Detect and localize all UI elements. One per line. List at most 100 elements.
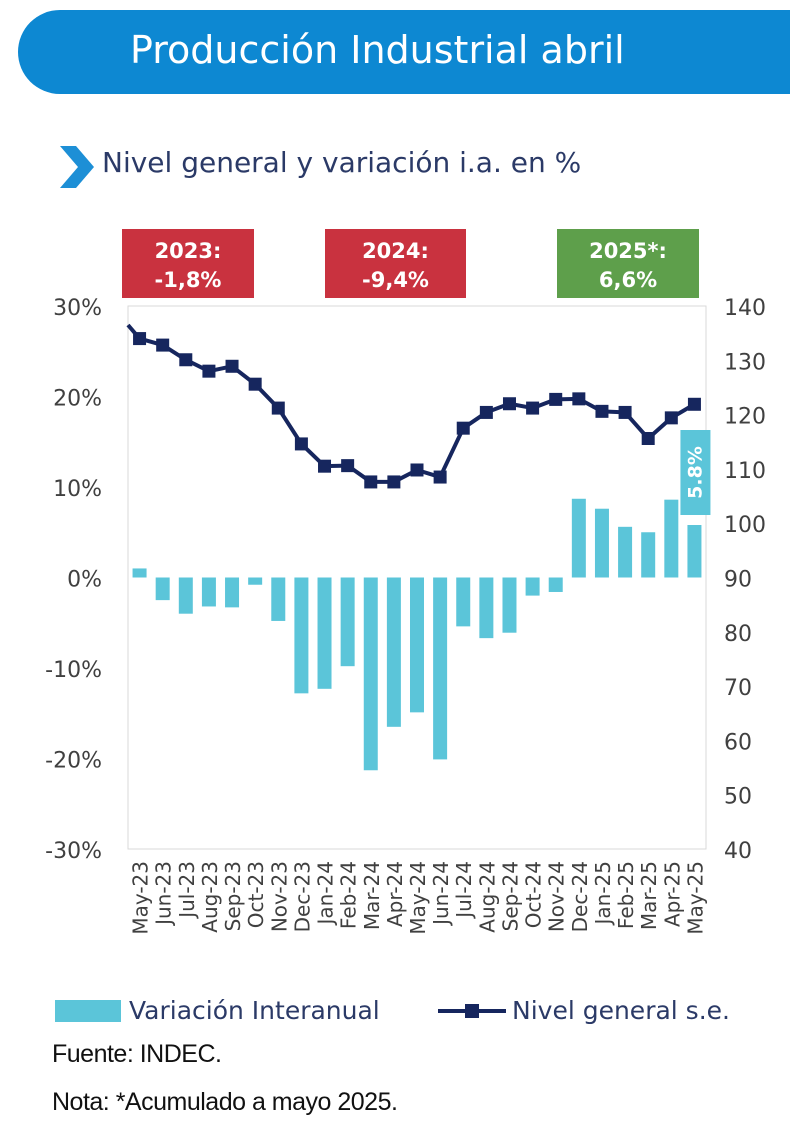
bar-apr-24 [386,577,401,727]
x-tick-label: Jul-23 [175,861,199,920]
line-marker-jun-23 [156,338,170,352]
x-tick-label: Mar-24 [360,861,384,930]
line-marker-mar-25 [641,431,655,445]
badge-value: -9,4% [362,268,429,292]
badge-year: 2025*: [589,239,667,263]
line-marker-aug-24 [479,405,493,419]
bar-jun-23 [155,577,170,601]
bar-nov-24 [548,577,563,592]
x-tick-label: Feb-25 [614,861,638,929]
line-marker-dec-24 [572,392,586,406]
legend-label-line: Nivel general s.e. [512,996,730,1025]
x-tick-label: Oct-24 [522,861,546,928]
y-right-tick-label: 50 [724,785,752,810]
line-marker-jan-25 [595,404,609,418]
footnote-text: Nota: *Acumulado a mayo 2025. [52,1088,398,1116]
chart-subtitle: Nivel general y variación i.a. en % [102,146,582,179]
badge-year: 2023: [155,239,222,263]
x-tick-label: Mar-25 [637,861,661,930]
bar-aug-23 [201,577,216,607]
bar-dec-24 [571,498,586,578]
page-title: Producción Industrial abril [130,28,625,72]
x-tick-label: May-23 [129,861,153,935]
badge-year: 2024: [362,239,429,263]
y-right-tick-label: 70 [724,676,752,701]
line-marker-sep-24 [502,397,516,411]
y-right-tick-label: 90 [724,568,752,593]
data-label: 5.8% [684,446,706,499]
line-marker-may-24 [410,463,424,477]
bar-may-24 [410,577,424,713]
line-marker-feb-24 [341,459,355,473]
bar-mar-24 [363,577,378,771]
y-left-tick-label: -30% [45,839,102,864]
bar-jun-24 [433,577,448,760]
bar-feb-24 [340,577,355,667]
chart-legend: Variación Interanual Nivel general s.e. [55,996,785,1032]
series-line-nivel-general [126,323,696,484]
x-tick-label: Apr-25 [660,861,684,927]
line-marker-apr-25 [664,411,678,425]
bar-mar-25 [641,532,656,578]
x-tick-label: Feb-24 [337,861,361,929]
line-marker-feb-25 [618,405,632,419]
y-left-tick-label: 20% [53,387,102,412]
bar-aug-24 [479,577,494,639]
bar-apr-25 [664,499,679,578]
x-tick-label: Jun-23 [152,861,176,927]
badge-box [557,229,699,298]
bar-feb-25 [618,526,633,578]
bar-dec-23 [294,577,309,694]
bar-jul-24 [456,577,471,627]
legend-item-nivel: Nivel general s.e. [438,996,730,1025]
y-left-tick-label: -20% [45,749,102,774]
y-left-tick-label: -10% [45,658,102,683]
plot-area [127,305,707,850]
bar-nov-23 [271,577,286,621]
bar-oct-24 [525,577,540,596]
x-tick-label: Aug-24 [475,861,499,933]
line-marker-nov-23 [271,401,285,415]
y-right-tick-label: 80 [724,622,752,647]
bar-sep-23 [225,577,240,608]
bar-may-25 [687,525,702,578]
data-label-box [680,430,711,515]
line-marker-oct-24 [526,401,540,415]
bar-may-23 [132,568,147,578]
x-tick-label: Jun-24 [429,861,453,927]
chart: -30% -20% -10% 0% 10% 20% 30% 40 50 60 70 80 90 100 11… [45,229,766,935]
line-marker-may-25 [687,397,701,411]
bar-jan-25 [594,508,609,578]
x-tick-label: Nov-23 [267,861,291,932]
line-marker-may-23 [133,332,147,346]
line-marker-jan-24 [318,459,332,473]
x-tick-label: Sep-24 [498,861,522,931]
x-tick-label: Jan-24 [314,861,338,927]
bar-jan-24 [317,577,332,689]
y-right-tick-label: 120 [724,405,766,430]
x-tick-label: May-24 [406,861,430,935]
y-right-tick-label: 110 [724,459,766,484]
badge-value: 6,6% [599,268,657,292]
line-marker-apr-24 [387,475,401,489]
y-right-tick-label: 100 [724,513,766,538]
y-right-tick-label: 130 [724,350,766,375]
x-tick-label: Jan-25 [591,861,615,927]
bar-sep-24 [502,577,517,633]
chevron-right-icon [60,146,94,188]
x-tick-label: Aug-23 [198,861,222,933]
x-tick-label: Oct-23 [244,861,268,928]
bar-oct-23 [248,577,263,585]
badge-box [122,229,254,298]
line-marker-jun-24 [433,470,447,484]
x-tick-label: Nov-24 [545,861,569,932]
y-left-tick-label: 10% [53,477,102,502]
x-tick-label: Sep-23 [221,861,245,931]
y-left-tick-label: 0% [67,568,102,593]
badge-value: -1,8% [155,268,222,292]
x-tick-label: Jul-24 [452,861,476,920]
line-marker-aug-23 [202,364,216,378]
y-right-tick-label: 140 [724,296,766,321]
badge-box [325,229,466,298]
line-marker-dec-23 [294,437,308,451]
